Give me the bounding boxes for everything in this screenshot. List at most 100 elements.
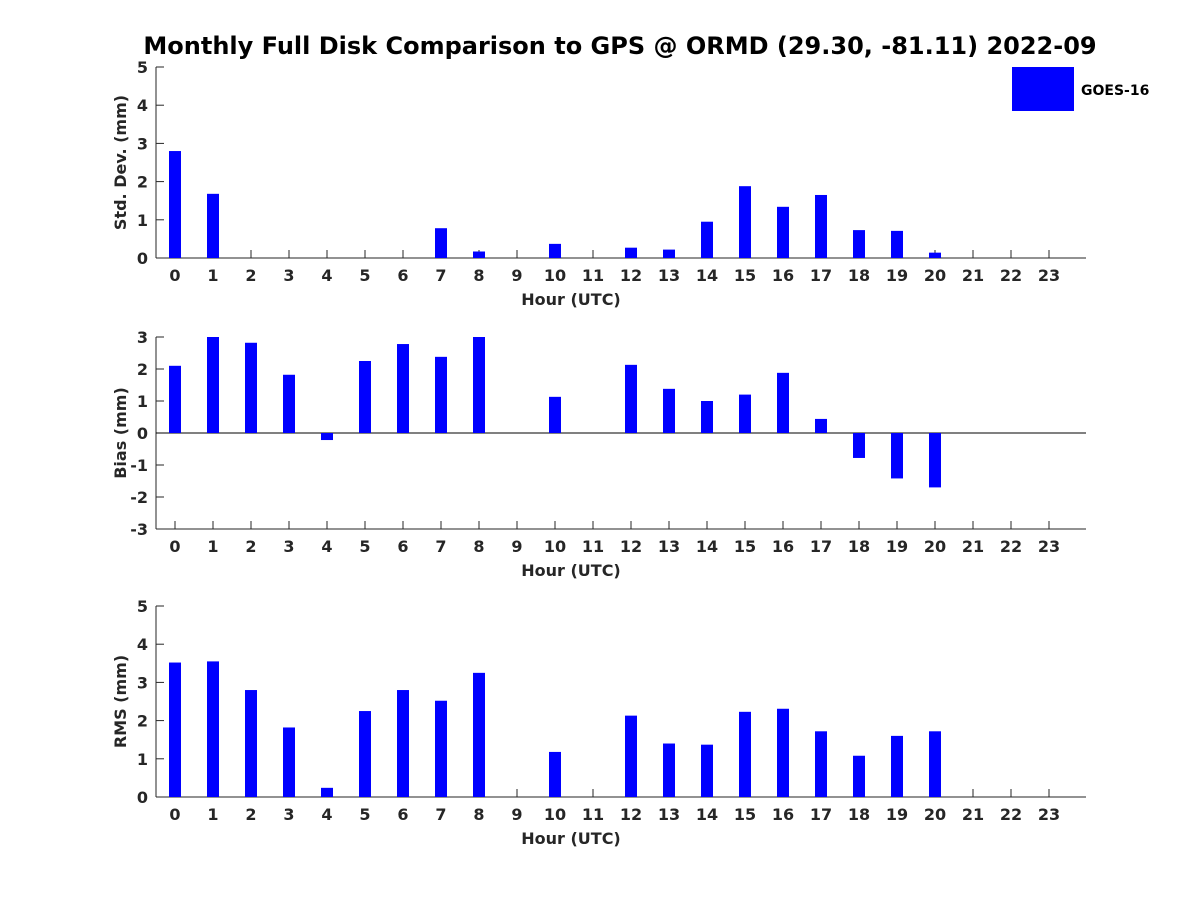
bar-hour-18	[853, 755, 865, 797]
bar-hour-6	[397, 690, 409, 797]
y-tick-label: 2	[137, 173, 148, 192]
y-tick-label: 1	[137, 750, 148, 769]
x-tick-label: 14	[696, 537, 718, 556]
bar-hour-12	[625, 247, 637, 258]
x-tick-label: 7	[435, 537, 446, 556]
bar-hour-15	[739, 186, 751, 258]
legend-swatch	[1012, 67, 1074, 111]
x-tick-label: 11	[582, 537, 604, 556]
x-tick-label: 12	[620, 805, 642, 824]
y-tick-label: 1	[137, 392, 148, 411]
bar-hour-16	[777, 708, 789, 797]
bar-hour-10	[549, 396, 561, 433]
x-tick-label: 4	[321, 537, 332, 556]
bar-hour-1	[207, 193, 219, 258]
x-tick-label: 14	[696, 805, 718, 824]
x-tick-label: 0	[169, 805, 180, 824]
bar-hour-20	[929, 433, 941, 488]
x-tick-label: 3	[283, 266, 294, 285]
x-tick-label: 16	[772, 537, 794, 556]
bar-hour-14	[701, 744, 713, 797]
x-tick-label: 15	[734, 266, 756, 285]
bar-hour-2	[245, 690, 257, 797]
y-tick-label: 3	[137, 673, 148, 692]
x-tick-label: 5	[359, 537, 370, 556]
x-tick-label: 21	[962, 805, 984, 824]
x-tick-label: 18	[848, 805, 870, 824]
y-tick-label: -3	[130, 520, 148, 539]
bar-hour-8	[473, 672, 485, 797]
x-tick-label: 22	[1000, 805, 1022, 824]
bar-hour-13	[663, 388, 675, 433]
legend[interactable]: GOES-16	[1012, 67, 1149, 111]
x-axis-label: Hour (UTC)	[521, 561, 621, 580]
x-tick-label: 8	[473, 805, 484, 824]
x-tick-label: 2	[245, 805, 256, 824]
x-tick-label: 14	[696, 266, 718, 285]
x-tick-label: 21	[962, 266, 984, 285]
legend-label: GOES-16	[1081, 83, 1149, 99]
bar-hour-14	[701, 221, 713, 258]
bar-hour-19	[891, 735, 903, 797]
x-tick-label: 6	[397, 266, 408, 285]
bar-hour-7	[435, 356, 447, 433]
x-axis-label: Hour (UTC)	[521, 290, 621, 309]
bar-hour-17	[815, 194, 827, 258]
x-tick-label: 0	[169, 266, 180, 285]
bar-hour-16	[777, 372, 789, 433]
x-tick-label: 20	[924, 266, 946, 285]
x-tick-label: 13	[658, 805, 680, 824]
y-axis-label: RMS (mm)	[111, 655, 130, 748]
x-tick-label: 16	[772, 805, 794, 824]
bar-hour-4	[321, 433, 333, 441]
x-tick-label: 2	[245, 537, 256, 556]
y-tick-label: 1	[137, 211, 148, 230]
bar-hour-0	[169, 365, 181, 433]
x-tick-label: 23	[1038, 805, 1060, 824]
y-axis-label: Bias (mm)	[111, 387, 130, 479]
x-tick-label: 6	[397, 537, 408, 556]
y-tick-label: 2	[137, 712, 148, 731]
x-tick-label: 7	[435, 805, 446, 824]
x-tick-label: 1	[207, 537, 218, 556]
x-tick-label: 11	[582, 805, 604, 824]
y-tick-label: -1	[130, 456, 148, 475]
x-tick-label: 9	[511, 805, 522, 824]
y-tick-label: 5	[137, 597, 148, 616]
bar-hour-4	[321, 787, 333, 797]
y-tick-label: 3	[137, 134, 148, 153]
y-tick-label: 4	[137, 96, 148, 115]
x-tick-label: 20	[924, 537, 946, 556]
bar-hour-17	[815, 418, 827, 433]
bar-hour-10	[549, 243, 561, 258]
x-tick-label: 23	[1038, 537, 1060, 556]
x-tick-label: 17	[810, 266, 832, 285]
x-tick-label: 5	[359, 266, 370, 285]
x-tick-label: 4	[321, 266, 332, 285]
bar-hour-15	[739, 711, 751, 797]
bar-hour-1	[207, 337, 219, 433]
bar-hour-5	[359, 711, 371, 797]
x-tick-label: 13	[658, 266, 680, 285]
y-tick-label: -2	[130, 488, 148, 507]
x-tick-label: 19	[886, 537, 908, 556]
bar-hour-8	[473, 251, 485, 258]
bar-hour-12	[625, 364, 637, 433]
bar-hour-13	[663, 249, 675, 258]
x-tick-label: 15	[734, 537, 756, 556]
bar-hour-12	[625, 715, 637, 797]
x-tick-label: 17	[810, 537, 832, 556]
bar-hour-18	[853, 433, 865, 458]
x-tick-label: 7	[435, 266, 446, 285]
x-tick-label: 17	[810, 805, 832, 824]
x-tick-label: 15	[734, 805, 756, 824]
x-tick-label: 6	[397, 805, 408, 824]
bar-hour-17	[815, 731, 827, 797]
x-tick-label: 13	[658, 537, 680, 556]
y-tick-label: 5	[137, 58, 148, 77]
